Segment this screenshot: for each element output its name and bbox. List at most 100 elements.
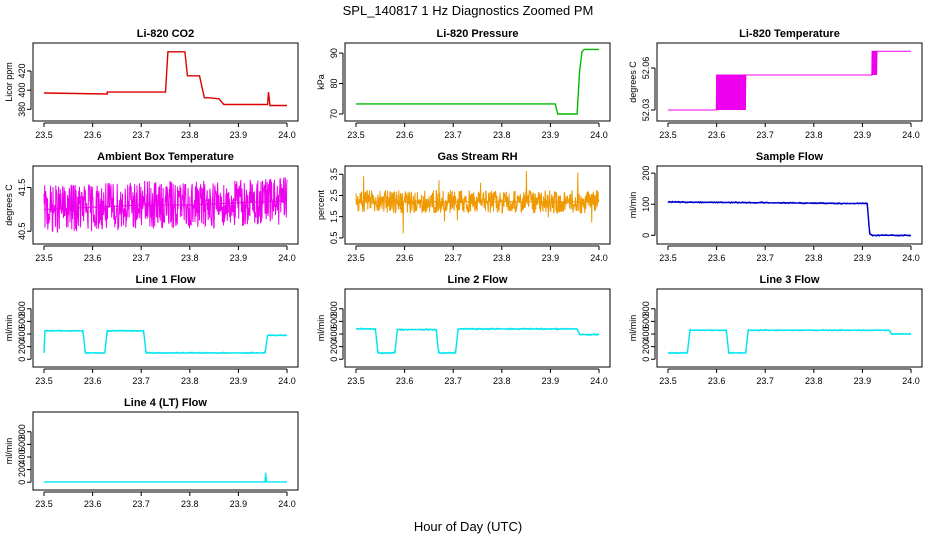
y-tick-label: 52.06 <box>641 57 651 80</box>
y-tick-label: 90 <box>329 48 339 58</box>
x-tick-label: 23.7 <box>756 253 774 263</box>
y-axis: 40.5 41.5 <box>17 179 32 240</box>
y-tick-label: 400 <box>329 326 339 341</box>
panel-title: Ambient Box Temperature <box>97 151 234 163</box>
panel-2: Li-820 Pressure 23.5 23.6 23.7 23.8 23.9 24.0 7… <box>316 28 611 140</box>
y-tick-label: 800 <box>329 301 339 316</box>
series-line <box>668 50 911 111</box>
y-tick-label: 70 <box>329 109 339 119</box>
plot-frame <box>32 411 299 491</box>
y-axis: 70 80 90 <box>329 48 344 119</box>
x-tick-label: 24.0 <box>590 376 608 386</box>
y-tick-label: 800 <box>17 424 27 439</box>
x-tick-label: 23.7 <box>756 130 774 140</box>
x-axis: 23.5 23.6 23.7 23.8 23.9 24.0 <box>347 122 608 140</box>
y-tick-label: 600 <box>329 314 339 329</box>
x-tick-label: 23.7 <box>132 130 150 140</box>
x-tick-label: 23.5 <box>35 376 53 386</box>
x-axis: 23.5 23.6 23.7 23.8 23.9 24.0 <box>659 245 920 263</box>
x-tick-label: 23.5 <box>347 130 365 140</box>
x-tick-label: 23.6 <box>396 130 414 140</box>
x-tick-label: 24.0 <box>902 253 920 263</box>
x-tick-label: 23.7 <box>756 376 774 386</box>
y-tick-label: 0 <box>329 357 339 362</box>
x-axis: 23.5 23.6 23.7 23.8 23.9 24.0 <box>659 368 920 386</box>
panel-8: Line 2 Flow 23.5 23.6 23.7 23.8 23.9 24.0 0 2004… <box>316 274 611 386</box>
series-line <box>356 48 599 115</box>
x-axis: 23.5 23.6 23.7 23.8 23.9 24.0 <box>659 122 920 140</box>
y-axis-label: ml/min <box>628 315 638 342</box>
x-tick-label: 24.0 <box>902 376 920 386</box>
x-tick-label: 24.0 <box>902 130 920 140</box>
panel-title: Line 3 Flow <box>760 274 820 286</box>
panel-title: Li-820 CO2 <box>137 28 194 40</box>
y-tick-label: 200 <box>641 339 651 354</box>
plot-frame <box>344 42 611 122</box>
x-tick-label: 23.6 <box>84 499 102 509</box>
x-axis: 23.5 23.6 23.7 23.8 23.9 24.0 <box>35 491 296 509</box>
x-tick-label: 23.6 <box>396 376 414 386</box>
x-tick-label: 23.9 <box>230 130 248 140</box>
x-tick-label: 23.7 <box>132 253 150 263</box>
x-tick-label: 23.5 <box>35 253 53 263</box>
y-axis-label: ml/min <box>4 438 14 465</box>
series-line <box>43 177 288 233</box>
panel-title: Line 4 (LT) Flow <box>124 397 207 409</box>
x-tick-label: 23.6 <box>708 130 726 140</box>
x-tick-label: 23.9 <box>230 376 248 386</box>
y-axis: 52.03 52.06 <box>641 57 656 122</box>
x-tick-label: 23.5 <box>35 130 53 140</box>
y-tick-label: 800 <box>641 301 651 316</box>
panel-title: Li-820 Temperature <box>739 28 840 40</box>
series-line <box>43 329 288 355</box>
y-tick-label: 400 <box>17 326 27 341</box>
x-tick-label: 23.6 <box>396 253 414 263</box>
figure-title: SPL_140817 1 Hz Diagnostics Zoomed PM <box>343 3 594 18</box>
y-tick-label: 600 <box>641 314 651 329</box>
y-axis: 380 400 420 <box>17 63 32 117</box>
y-tick-label: 52.03 <box>641 99 651 122</box>
x-tick-label: 23.9 <box>854 130 872 140</box>
x-axis: 23.5 23.6 23.7 23.8 23.9 24.0 <box>347 245 608 263</box>
x-tick-label: 24.0 <box>590 253 608 263</box>
y-tick-label: 80 <box>329 79 339 89</box>
y-tick-label: 1.5 <box>329 210 339 223</box>
y-tick-label: 600 <box>17 437 27 452</box>
x-tick-label: 23.8 <box>181 499 199 509</box>
panel-1: Li-820 CO2 23.5 23.6 23.7 23.8 23.9 24.0 380 400… <box>4 28 299 140</box>
x-tick-label: 23.7 <box>132 376 150 386</box>
x-tick-label: 23.9 <box>854 253 872 263</box>
panel-title: Line 1 Flow <box>136 274 196 286</box>
panel-9: Line 3 Flow 23.5 23.6 23.7 23.8 23.9 24.0 0 2004… <box>628 274 923 386</box>
y-tick-label: 200 <box>329 339 339 354</box>
x-tick-label: 23.6 <box>84 253 102 263</box>
y-tick-label: 200 <box>641 166 651 181</box>
x-tick-label: 23.7 <box>132 499 150 509</box>
x-tick-label: 23.9 <box>542 130 560 140</box>
x-tick-label: 24.0 <box>278 376 296 386</box>
x-tick-label: 23.8 <box>181 130 199 140</box>
x-tick-label: 23.5 <box>35 499 53 509</box>
y-axis-label: ml/min <box>628 192 638 219</box>
x-tick-label: 23.5 <box>347 376 365 386</box>
y-tick-label: 0 <box>17 357 27 362</box>
x-tick-label: 23.5 <box>659 130 677 140</box>
x-tick-label: 24.0 <box>278 130 296 140</box>
x-tick-label: 23.7 <box>444 376 462 386</box>
plot-frame <box>344 288 611 368</box>
panel-title: Sample Flow <box>756 151 824 163</box>
y-tick-label: 0 <box>641 233 651 238</box>
panel-title: Line 2 Flow <box>448 274 508 286</box>
y-axis-label: Licor ppm <box>4 62 14 102</box>
panel-6: Sample Flow 23.5 23.6 23.7 23.8 23.9 24.0 0 100 2… <box>628 151 923 263</box>
y-tick-label: 0.5 <box>329 232 339 245</box>
panel-10: Line 4 (LT) Flow 23.5 23.6 23.7 23.8 23.9 24.0… <box>4 397 299 509</box>
y-tick-label: 200 <box>17 339 27 354</box>
y-tick-label: 0 <box>17 480 27 485</box>
plot-frame <box>32 42 299 122</box>
y-tick-label: 400 <box>17 449 27 464</box>
